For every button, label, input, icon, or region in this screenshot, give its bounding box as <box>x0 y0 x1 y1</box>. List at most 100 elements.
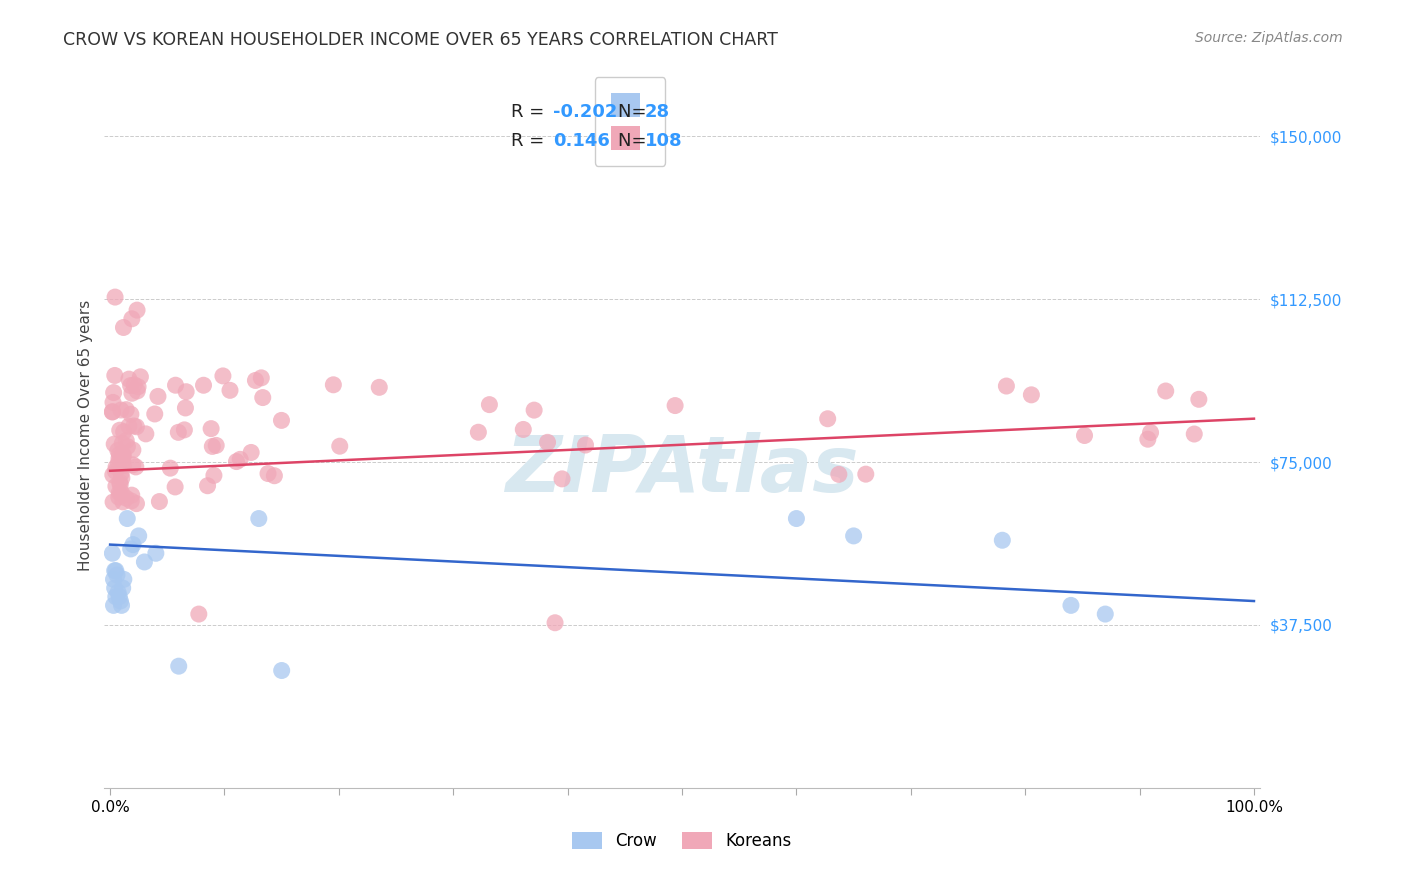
Point <box>110 599 132 613</box>
Point <box>174 401 197 415</box>
Point <box>263 468 285 483</box>
Point <box>785 511 807 525</box>
Point <box>127 380 149 394</box>
Legend: Crow, Koreans: Crow, Koreans <box>565 825 799 857</box>
Point <box>135 426 157 441</box>
Point <box>1188 392 1211 407</box>
Point <box>104 590 127 604</box>
Point <box>173 423 195 437</box>
Text: R =: R = <box>510 132 550 151</box>
Point <box>544 615 567 630</box>
Point <box>104 464 127 478</box>
Point <box>122 442 145 457</box>
Point <box>108 475 131 490</box>
Point <box>536 435 558 450</box>
Text: 0.146: 0.146 <box>553 132 610 151</box>
Point <box>118 372 141 386</box>
Point <box>270 664 292 678</box>
Point <box>110 403 132 417</box>
Point <box>197 479 219 493</box>
Point <box>118 419 141 434</box>
Point <box>1021 388 1043 402</box>
Point <box>110 467 132 481</box>
Point <box>1136 432 1159 446</box>
Point <box>101 405 124 419</box>
Point <box>165 480 187 494</box>
Point <box>108 423 131 437</box>
Point <box>110 594 132 608</box>
Point <box>121 488 143 502</box>
Point <box>125 459 148 474</box>
Point <box>229 452 252 467</box>
Point <box>574 438 596 452</box>
Point <box>103 437 125 451</box>
Point <box>201 439 224 453</box>
Point <box>125 419 148 434</box>
Point <box>121 311 143 326</box>
Point <box>664 399 686 413</box>
Point <box>101 546 124 560</box>
Point <box>322 377 344 392</box>
Text: Source: ZipAtlas.com: Source: ZipAtlas.com <box>1195 31 1343 45</box>
Point <box>1073 428 1095 442</box>
Point <box>329 439 352 453</box>
Point <box>167 659 190 673</box>
Point <box>111 495 134 509</box>
Text: N=: N= <box>619 103 652 120</box>
Point <box>107 585 129 599</box>
Point <box>250 371 273 385</box>
Text: R =: R = <box>510 103 550 120</box>
Text: 108: 108 <box>645 132 683 151</box>
Point <box>368 380 391 394</box>
Point <box>167 425 190 440</box>
Point <box>202 468 225 483</box>
Point <box>104 368 127 383</box>
Point <box>112 425 135 439</box>
Point <box>101 467 124 482</box>
Point <box>174 384 197 399</box>
Point <box>991 533 1014 548</box>
Point <box>104 564 127 578</box>
Point <box>105 460 128 475</box>
Point <box>257 467 280 481</box>
Point <box>122 419 145 434</box>
Point <box>467 425 489 440</box>
Point <box>101 395 124 409</box>
Point <box>104 564 127 578</box>
Point <box>107 443 129 458</box>
Point <box>108 590 131 604</box>
Point <box>240 445 263 459</box>
Point <box>105 568 128 582</box>
Point <box>117 440 139 454</box>
Point <box>117 511 139 525</box>
Point <box>111 452 134 467</box>
Point <box>1060 599 1083 613</box>
Point <box>115 402 138 417</box>
Point <box>817 411 839 425</box>
Point <box>1139 425 1161 440</box>
Point <box>1094 607 1116 621</box>
Point <box>101 495 124 509</box>
Point <box>107 490 129 504</box>
Point <box>111 581 134 595</box>
Point <box>101 405 124 419</box>
Point <box>145 546 167 560</box>
Point <box>115 491 138 505</box>
Point <box>165 378 187 392</box>
Point <box>842 529 865 543</box>
Point <box>108 451 131 466</box>
Point <box>111 471 134 485</box>
Point <box>108 448 131 462</box>
Point <box>1154 384 1177 398</box>
Point <box>159 461 181 475</box>
Point <box>148 494 170 508</box>
Point <box>193 378 215 392</box>
Point <box>855 467 877 482</box>
Point <box>512 422 534 436</box>
Point <box>104 581 127 595</box>
Point <box>103 385 125 400</box>
Text: N=: N= <box>619 132 652 151</box>
Point <box>120 378 142 392</box>
Point <box>523 403 546 417</box>
Text: -0.202: -0.202 <box>553 103 617 120</box>
